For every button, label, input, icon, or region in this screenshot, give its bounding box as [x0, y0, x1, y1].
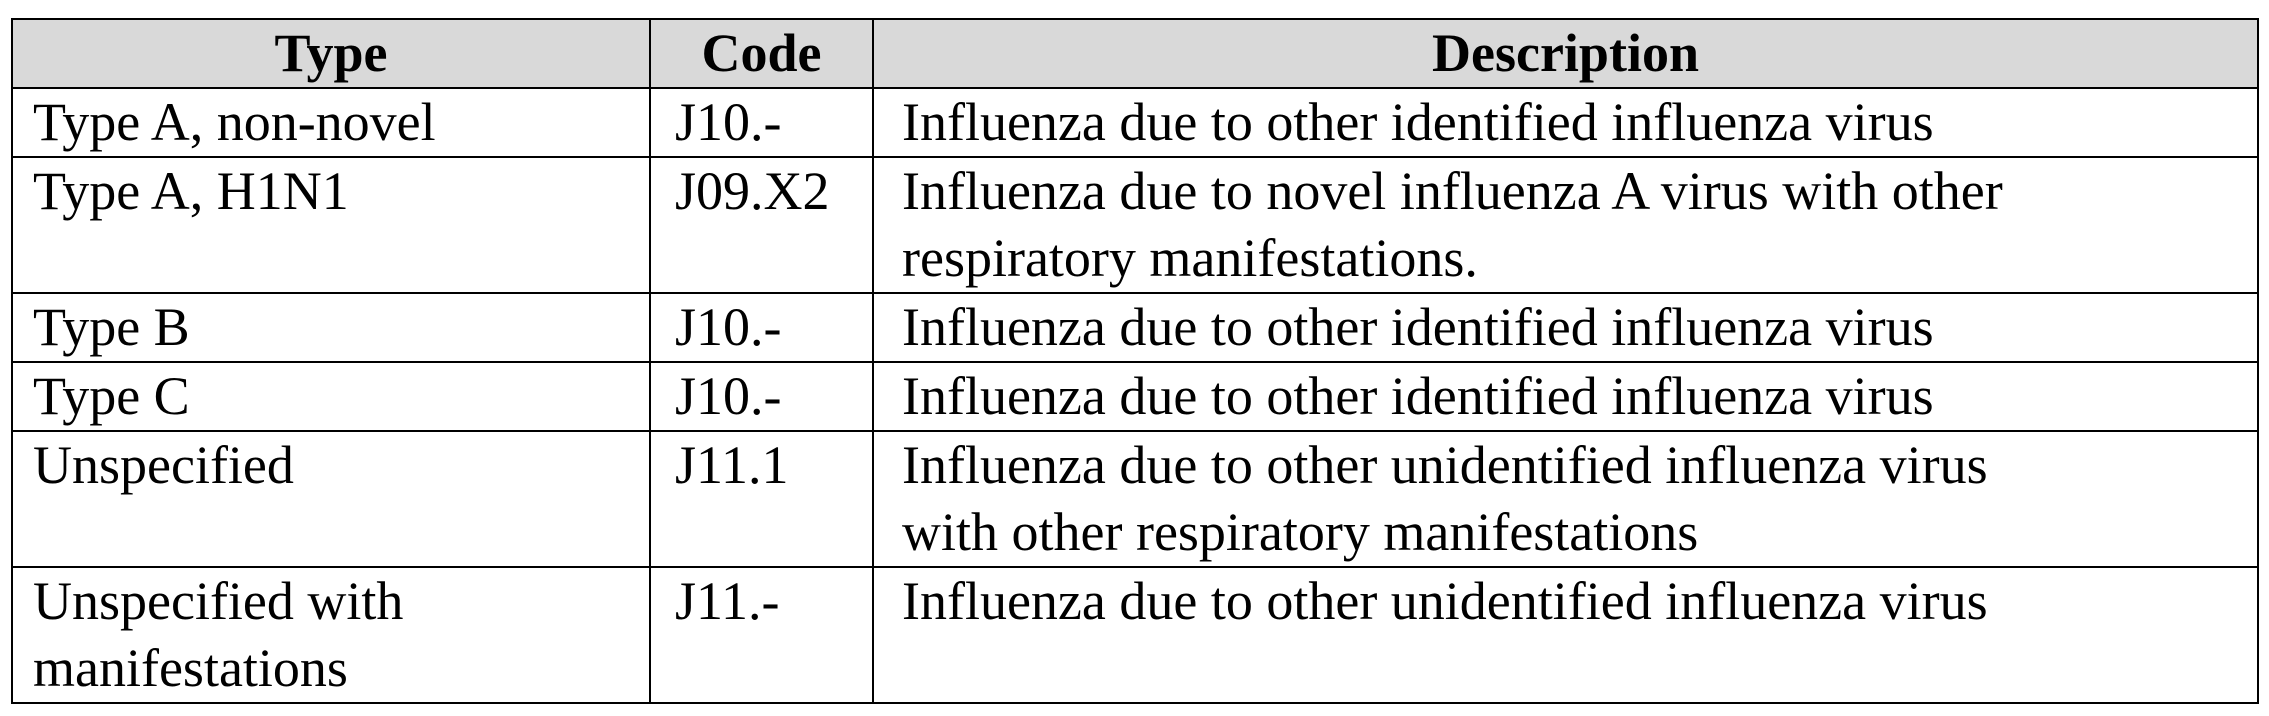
table-row: Type A, non-novel J10.- Influenza due to…	[11, 87, 2259, 158]
cell-code: J11.1	[649, 430, 874, 568]
influenza-code-table: Type Code Description Type A, non-novel …	[11, 18, 2259, 704]
cell-description-line: Influenza due to other unidentified infl…	[902, 571, 1988, 631]
table-row: Type B J10.- Influenza due to other iden…	[11, 292, 2259, 363]
cell-type-line: Type A, non-novel	[33, 92, 436, 152]
cell-type: Type A, H1N1	[11, 156, 651, 294]
cell-type: Unspecified with manifestations	[11, 566, 651, 704]
table-row: Unspecified J11.1 Influenza due to other…	[11, 430, 2259, 568]
cell-type-line: Type A, H1N1	[33, 161, 349, 221]
cell-description: Influenza due to other unidentified infl…	[872, 566, 2259, 704]
header-row: Type Code Description	[11, 18, 2259, 89]
cell-type-line: Unspecified	[33, 435, 294, 495]
cell-description: Influenza due to other unidentified infl…	[872, 430, 2259, 568]
cell-description-line: Influenza due to other identified influe…	[902, 366, 1934, 426]
cell-code: J10.-	[649, 292, 874, 363]
cell-type: Type B	[11, 292, 651, 363]
table-row: Type A, H1N1 J09.X2 Influenza due to nov…	[11, 156, 2259, 294]
cell-description-line: Influenza due to other identified influe…	[902, 297, 1934, 357]
cell-code: J11.-	[649, 566, 874, 704]
cell-description: Influenza due to other identified influe…	[872, 292, 2259, 363]
cell-type: Type C	[11, 361, 651, 432]
cell-description-line: respiratory manifestations.	[902, 228, 1478, 288]
cell-type: Type A, non-novel	[11, 87, 651, 158]
cell-description: Influenza due to other identified influe…	[872, 87, 2259, 158]
cell-description-line: Influenza due to other unidentified infl…	[902, 435, 1988, 495]
cell-description: Influenza due to novel influenza A virus…	[872, 156, 2259, 294]
cell-description-line: Influenza due to other identified influe…	[902, 92, 1934, 152]
cell-code: J10.-	[649, 87, 874, 158]
cell-code: J10.-	[649, 361, 874, 432]
header-type: Type	[11, 18, 651, 89]
table-row: Unspecified with manifestations J11.- In…	[11, 566, 2259, 704]
cell-description: Influenza due to other identified influe…	[872, 361, 2259, 432]
cell-type: Unspecified	[11, 430, 651, 568]
cell-type-line: Type C	[33, 366, 190, 426]
cell-description-line: Influenza due to novel influenza A virus…	[902, 161, 2003, 221]
cell-description-line: with other respiratory manifestations	[902, 502, 1699, 562]
cell-code: J09.X2	[649, 156, 874, 294]
cell-type-line: Type B	[33, 297, 190, 357]
cell-type-line: Unspecified with	[33, 571, 404, 631]
table-row: Type C J10.- Influenza due to other iden…	[11, 361, 2259, 432]
header-code: Code	[649, 18, 874, 89]
header-description: Description	[872, 18, 2259, 89]
cell-type-line: manifestations	[33, 638, 348, 698]
